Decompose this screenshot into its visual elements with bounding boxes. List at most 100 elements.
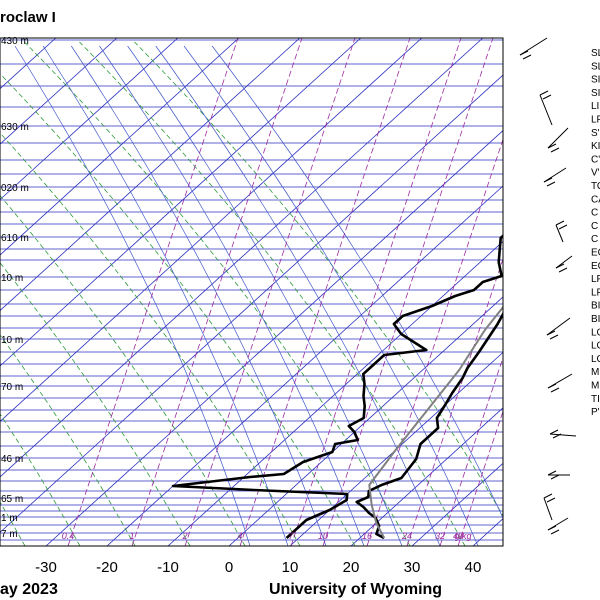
dry-adiabat-line	[0, 132, 301, 546]
mixing-ratio-line	[131, 38, 303, 546]
wind-barb-icon	[547, 373, 573, 393]
isotherm-line	[0, 38, 484, 478]
wind-barb-icon	[519, 37, 548, 60]
moist-adiabat-line	[155, 45, 441, 546]
mixing-ratio-label: 10	[318, 531, 328, 541]
mixing-ratio-label: 1	[129, 531, 134, 541]
height-label: 020 m	[1, 183, 29, 194]
mixing-ratio-line	[184, 38, 356, 546]
wind-barb-icon	[555, 220, 568, 243]
wind-barbs	[519, 37, 577, 535]
side-index-label: SL	[591, 61, 600, 72]
side-index-label: C	[591, 234, 598, 245]
moist-adiabat-line	[211, 45, 503, 519]
isotherm-line	[167, 240, 503, 546]
x-tick-label: -10	[157, 559, 179, 576]
dry-adiabat-line	[0, 262, 191, 546]
wind-barb-icon	[543, 167, 567, 187]
side-index-label: S'	[591, 128, 600, 139]
moist-adiabat-line	[71, 45, 327, 546]
isotherm-line	[0, 38, 118, 145]
height-label: 630 m	[1, 122, 29, 133]
x-tick-label: 40	[465, 559, 482, 576]
wind-barb-icon	[539, 90, 553, 126]
station-index-labels: SLSLSISILILFS'KIC'V'TOCACCCECECLFLFBIBIL…	[591, 48, 600, 418]
parcel-line	[368, 305, 503, 539]
side-index-label: LC	[591, 354, 600, 365]
wind-barb-icon	[543, 493, 556, 521]
isotherm-line	[0, 38, 423, 422]
isotherm-line	[350, 407, 503, 546]
x-axis-ticks: -30 -20 -10 0 10 20 30 40	[35, 559, 481, 576]
side-index-label: LC	[591, 327, 600, 338]
temperature-line	[355, 311, 503, 540]
chart-title: roclaw I	[0, 9, 56, 26]
dry-adiabat-line	[79, 41, 466, 546]
height-label: 610 m	[1, 233, 29, 244]
mixing-ratio-label: 16	[362, 531, 372, 541]
footer-date: ay 2023	[0, 581, 58, 598]
side-index-label: C'	[591, 154, 600, 165]
dry-adiabat-line	[0, 195, 246, 546]
side-index-label: TI	[591, 394, 600, 405]
dry-adiabat-line	[134, 41, 503, 517]
isotherm-line	[0, 74, 503, 533]
mixing-ratio-label: 24	[401, 531, 412, 541]
moist-adiabat-line	[99, 45, 365, 546]
wind-barb-icon	[547, 517, 569, 535]
wind-barb-icon	[547, 127, 569, 153]
footer-credit: University of Wyoming	[269, 581, 442, 598]
height-labels: 430 m 630 m 020 m 610 m 10 m 10 m 70 m 46 m 65 m…	[1, 36, 29, 540]
side-index-label: C	[591, 208, 598, 219]
side-index-label: BI	[591, 314, 600, 325]
mixing-ratio-labels: 0.4 1 2 4 7 10 16 24 32 40g/kg	[62, 531, 472, 541]
mixing-ratio-line	[290, 38, 462, 546]
moist-adiabat-line	[42, 45, 289, 546]
height-label: 65 m	[1, 494, 23, 505]
height-label: 7 m	[1, 529, 18, 540]
mixing-ratio-label: 40	[453, 531, 463, 541]
side-index-label: C	[591, 221, 598, 232]
height-label: 70 m	[1, 382, 23, 393]
side-index-label: M	[591, 367, 599, 378]
x-tick-label: -30	[35, 559, 57, 576]
height-label: 46 m	[1, 454, 23, 465]
side-index-label: LF	[591, 115, 600, 126]
height-label: 10 m	[1, 273, 23, 284]
x-tick-label: 0	[225, 559, 233, 576]
side-index-label: LF	[591, 287, 600, 298]
side-index-label: V'	[591, 168, 600, 179]
isotherm-line	[228, 296, 503, 546]
isotherm-line	[289, 351, 503, 546]
side-index-label: M	[591, 381, 599, 392]
mixing-ratio-label: 0.4	[62, 531, 75, 541]
mixing-ratio-label: 32	[435, 531, 445, 541]
wind-barb-icon	[547, 470, 570, 480]
x-tick-label: 20	[343, 559, 360, 576]
x-tick-label: 10	[282, 559, 299, 576]
moist-adiabat-line	[127, 45, 403, 546]
wind-barb-icon	[549, 429, 577, 439]
side-index-label: LC	[591, 341, 600, 352]
diagram-grid	[0, 38, 503, 546]
sounding-profiles	[171, 234, 503, 540]
wind-barb-icon	[555, 255, 573, 273]
side-index-label: SI	[591, 75, 600, 86]
side-index-label: EC	[591, 248, 600, 259]
isotherm-line	[0, 38, 240, 256]
dry-adiabat-line	[0, 334, 136, 546]
plot-frame	[0, 37, 504, 547]
side-index-label: LI	[591, 101, 599, 112]
height-label: 10 m	[1, 335, 23, 346]
side-index-label: BI	[591, 301, 600, 312]
side-index-label: TO	[591, 181, 600, 192]
dewpoint-line	[171, 234, 503, 539]
side-index-label: CA	[591, 194, 600, 205]
side-index-label: KI	[591, 141, 600, 152]
side-index-label: EC	[591, 261, 600, 272]
wind-barb-icon	[546, 317, 571, 340]
mixing-ratio-label: 4	[237, 531, 242, 541]
mixing-ratio-label: g/kg	[454, 531, 471, 541]
mixing-ratio-line	[239, 38, 411, 546]
